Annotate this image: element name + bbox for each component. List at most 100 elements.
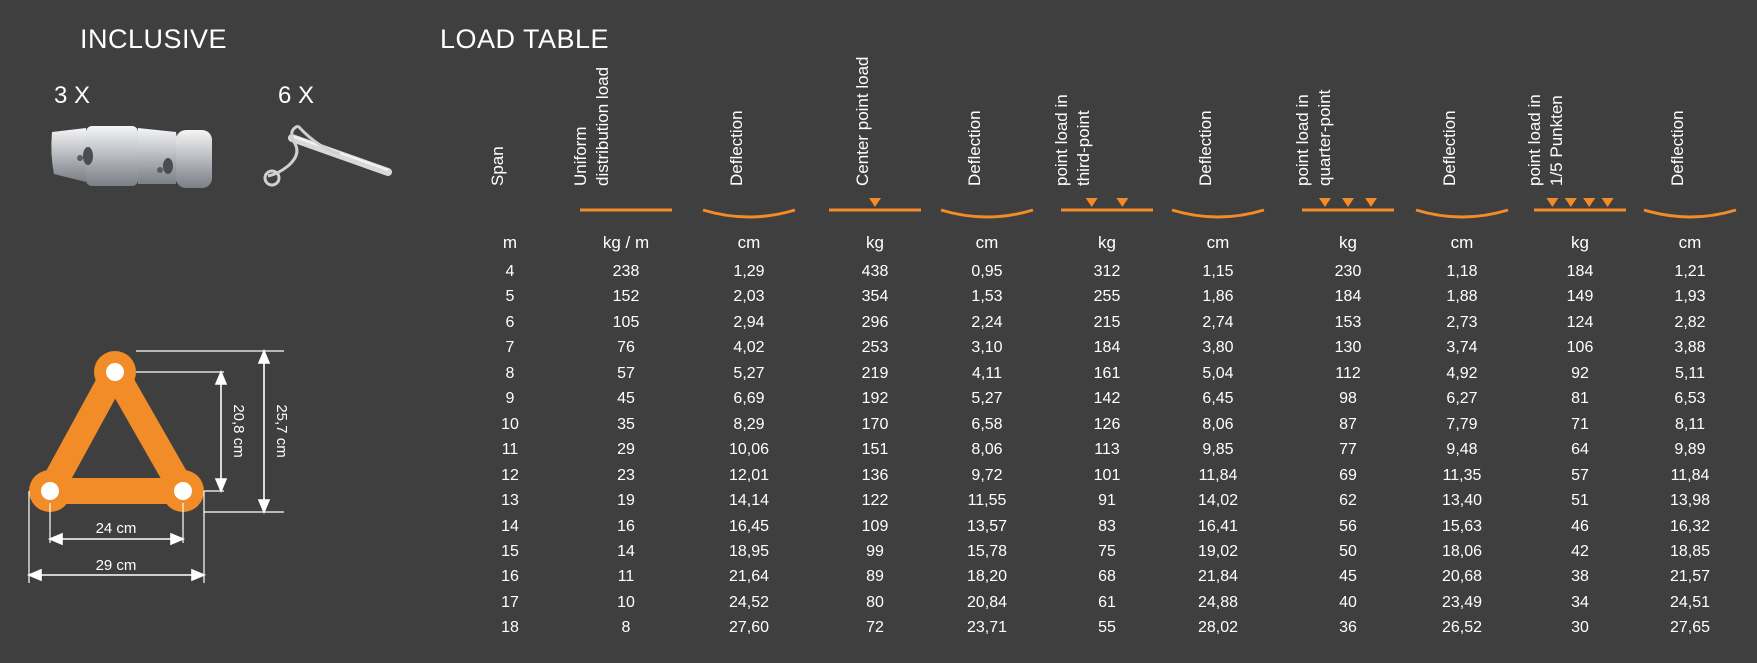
table-cell: 1,29 xyxy=(733,263,765,280)
table-cell: 12,01 xyxy=(728,467,770,484)
table-cell: 1,88 xyxy=(1446,288,1478,305)
load-symbol-point-1-3 xyxy=(829,198,921,212)
table-cell: 312 xyxy=(1093,263,1121,280)
table-cell: 3,74 xyxy=(1446,339,1478,356)
table-cell: 4,02 xyxy=(733,339,765,356)
unit-label-3: kg xyxy=(866,233,884,252)
table-cell: 9,72 xyxy=(971,467,1003,484)
table-cell: 21,64 xyxy=(728,568,770,585)
table-cell: 89 xyxy=(866,568,884,585)
table-cell: 6,45 xyxy=(1202,390,1234,407)
table-cell: 106 xyxy=(1566,339,1594,356)
table-cell: 16,41 xyxy=(1197,518,1239,535)
pin-with-r-clip-icon xyxy=(263,124,392,187)
table-cell: 24,52 xyxy=(728,594,770,611)
table-cell: 354 xyxy=(861,288,889,305)
table-cell: 29 xyxy=(617,441,635,458)
table-cell: 2,24 xyxy=(971,314,1003,331)
table-cell: 7 xyxy=(505,339,515,356)
table-cell: 3,80 xyxy=(1202,339,1234,356)
table-cell: 27,65 xyxy=(1669,619,1711,636)
load-table-heading: LOAD TABLE xyxy=(440,24,610,54)
table-cell: 18,20 xyxy=(966,568,1008,585)
table-cell: 57 xyxy=(617,365,635,382)
table-cell: 23,49 xyxy=(1441,594,1483,611)
table-cell: 14 xyxy=(617,543,635,560)
table-cell: 46 xyxy=(1571,518,1589,535)
table-cell: 124 xyxy=(1566,314,1594,331)
table-cell: 69 xyxy=(1339,467,1357,484)
unit-label-8: cm xyxy=(1450,233,1474,252)
table-cell: 192 xyxy=(861,390,889,407)
inclusive-heading: INCLUSIVE xyxy=(80,24,228,54)
table-cell: 11 xyxy=(501,441,519,458)
load-symbol-curve-6 xyxy=(1171,208,1265,219)
table-cell: 21,57 xyxy=(1669,568,1711,585)
table-cell: 76 xyxy=(617,339,635,356)
table-cell: 18,85 xyxy=(1669,543,1711,560)
table-cell: 21,84 xyxy=(1197,568,1239,585)
table-cell: 83 xyxy=(1098,518,1116,535)
unit-label-2: cm xyxy=(737,233,761,252)
table-cell: 2,74 xyxy=(1202,314,1234,331)
table-cell: 8 xyxy=(621,619,631,636)
table-cell: 16 xyxy=(501,568,519,585)
table-cell: 7,79 xyxy=(1446,416,1478,433)
table-cell: 142 xyxy=(1093,390,1121,407)
table-cell: 14 xyxy=(501,518,519,535)
unit-label-10: cm xyxy=(1678,233,1702,252)
table-cell: 105 xyxy=(612,314,640,331)
unit-label-0: m xyxy=(502,233,518,252)
table-cell: 5,04 xyxy=(1202,365,1234,382)
table-cell: 38 xyxy=(1571,568,1589,585)
load-symbol-point-2-5 xyxy=(1061,198,1153,212)
table-cell: 9,85 xyxy=(1202,441,1234,458)
load-symbol-curve-10 xyxy=(1643,208,1737,219)
table-cell: 13,40 xyxy=(1441,492,1483,509)
table-cell: 0,95 xyxy=(971,263,1003,280)
table-cell: 5,27 xyxy=(971,390,1003,407)
table-cell: 20,68 xyxy=(1441,568,1483,585)
table-cell: 9,89 xyxy=(1674,441,1706,458)
table-cell: 5,11 xyxy=(1675,365,1705,382)
table-cell: 92 xyxy=(1571,365,1589,382)
load-symbol-curve-8 xyxy=(1415,208,1509,219)
table-cell: 184 xyxy=(1093,339,1121,356)
table-cell: 219 xyxy=(861,365,889,382)
table-cell: 35 xyxy=(617,416,635,433)
table-cell: 1,53 xyxy=(971,288,1003,305)
table-cell: 230 xyxy=(1334,263,1362,280)
table-cell: 27,60 xyxy=(728,619,770,636)
table-cell: 13,57 xyxy=(966,518,1008,535)
table-cell: 50 xyxy=(1339,543,1357,560)
table-cell: 15,63 xyxy=(1441,518,1483,535)
table-cell: 4,92 xyxy=(1446,365,1478,382)
table-cell: 9,48 xyxy=(1446,441,1478,458)
table-cell: 17 xyxy=(501,594,519,611)
table-cell: 6,27 xyxy=(1446,390,1478,407)
table-cell: 113 xyxy=(1094,441,1120,458)
table-cell: 2,82 xyxy=(1674,314,1706,331)
table-cell: 18,06 xyxy=(1441,543,1483,560)
truss-cross-section-diagram: 24 cm 29 cm 20,8 cm 25,7 cm xyxy=(26,348,290,583)
table-cell: 10,06 xyxy=(728,441,770,458)
inner-height-label: 20,8 cm xyxy=(230,404,247,457)
table-cell: 1,15 xyxy=(1202,263,1234,280)
table-cell: 16,32 xyxy=(1669,518,1711,535)
table-cell: 6 xyxy=(505,314,515,331)
table-cell: 80 xyxy=(866,594,884,611)
table-cell: 16,45 xyxy=(728,518,770,535)
table-cell: 13 xyxy=(501,492,519,509)
table-cell: 42 xyxy=(1571,543,1589,560)
table-cell: 28,02 xyxy=(1197,619,1239,636)
table-cell: 2,73 xyxy=(1446,314,1478,331)
pin-quantity: 6 X xyxy=(278,82,315,109)
table-cell: 3,10 xyxy=(971,339,1003,356)
table-cell: 6,69 xyxy=(733,390,765,407)
table-cell: 1,86 xyxy=(1202,288,1234,305)
table-cell: 215 xyxy=(1093,314,1121,331)
table-cell: 8,06 xyxy=(971,441,1003,458)
table-cell: 8,06 xyxy=(1202,416,1234,433)
table-cell: 20,84 xyxy=(966,594,1008,611)
